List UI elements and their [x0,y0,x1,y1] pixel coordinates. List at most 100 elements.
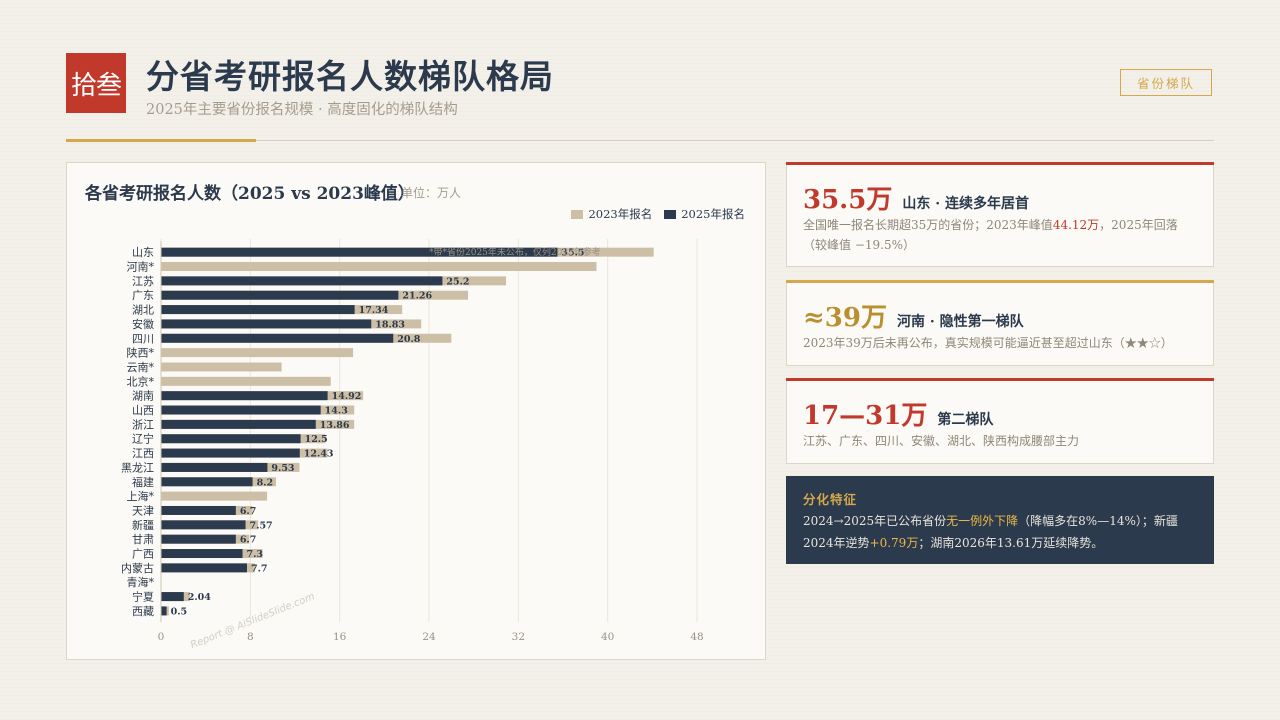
card-desc-text: 全国唯一报名长期超35万的省份；2023年峰值 [803,218,1053,232]
bar-2025 [161,448,300,458]
card-big-number: 17—31万 [803,401,928,431]
data-label: 20.8 [397,334,421,345]
data-label: 0.5 [171,606,188,617]
data-label: 7.57 [250,520,273,531]
data-label: 12.5 [305,434,328,445]
data-label: 8.2 [257,477,274,488]
y-tick-label: 青海* [127,575,155,589]
feature-highlight-2: +0.79万 [869,536,919,550]
page-title: 分省考研报名人数梯队格局 [146,57,554,96]
card-description: 全国唯一报名长期超35万的省份；2023年峰值44.12万，2025年回落（较峰… [803,215,1197,255]
data-label: 14.3 [325,406,348,417]
y-tick-label: 新疆 [132,518,154,532]
data-label: 9.53 [271,463,294,474]
data-label: 12.43 [304,449,334,460]
x-tick-label: 48 [690,631,703,643]
data-label: 6.7 [240,535,257,546]
card-desc-text-2: ，2025年回落（较峰值 −19.5%） [803,218,1178,252]
bar-2025 [161,434,301,444]
y-tick-label: 西藏 [132,605,154,618]
card-desc-highlight: 44.12万 [1052,218,1100,232]
card-second-tier: 17—31万 第二梯队 江苏、广东、四川、安徽、湖北、陕西构成腰部主力 [786,378,1214,464]
card-henan: ≈39万 河南 · 隐性第一梯队 2023年39万后未再公布，真实规模可能逼近甚… [786,280,1214,366]
bar-2025 [161,419,316,429]
y-tick-label: 广东 [132,289,154,302]
bar-2025 [161,405,321,415]
card-label: 山东 · 连续多年居首 [902,196,1029,212]
y-tick-label: 安徽 [132,317,154,331]
y-tick-label: 陕西* [127,346,155,360]
chart-unit: 单位：万人 [401,186,462,200]
bar-2025 [161,534,236,544]
y-tick-label: 四川 [132,332,154,345]
chart-note: *带*省份2025年未公布，仅列2023年参考 [429,246,601,258]
card-accent-bar [786,280,1214,283]
y-tick-label: 湖北 [132,304,154,317]
y-tick-label: 江苏 [132,275,154,288]
bar-2023 [161,491,268,501]
x-tick-label: 24 [422,631,436,643]
x-tick-label: 40 [601,631,614,643]
bar-chart: 0 8 16 24 32 40 48 山东 35.5 河南*江苏 25.2 广东 21.26 湖北 17.3… [121,239,704,643]
data-label: 6.7 [240,506,257,517]
bar-2023 [161,362,282,372]
legend-swatch-2025 [664,209,677,219]
card-label: 第二梯队 [937,412,994,428]
chart-legend: 2023年报名 2025年报名 [571,206,745,222]
bar-2025 [161,333,394,343]
bar-2025 [161,606,167,616]
bar-2025 [161,290,399,300]
page-subtitle: 2025年主要省份报名规模 · 高度固化的梯队结构 [146,102,458,118]
legend-item-2023: 2023年报名 [571,206,652,222]
bar-2025 [161,505,236,515]
card-shandong: 35.5万 山东 · 连续多年居首 全国唯一报名长期超35万的省份；2023年峰… [786,162,1214,267]
y-tick-label: 甘肃 [132,533,154,546]
y-tick-label: 北京* [127,374,155,388]
x-tick-label: 16 [333,631,347,643]
card-big-number: 35.5万 [803,185,893,215]
legend-label-2025: 2025年报名 [681,207,745,221]
y-tick-label: 湖南 [132,390,154,403]
data-label: 7.7 [251,563,268,574]
card-description: 江苏、广东、四川、安徽、湖北、陕西构成腰部主力 [803,434,1080,448]
data-label: 17.34 [359,305,389,316]
y-tick-label: 上海* [127,489,155,503]
section-number-badge: 拾叁 [66,53,126,113]
feature-description: 2024→2025年已公布省份无一例外下降（降幅多在8%—14%）；新疆2024… [803,510,1200,554]
card-accent-bar [786,378,1214,381]
feature-panel: 分化特征 2024→2025年已公布省份无一例外下降（降幅多在8%—14%）；新… [786,476,1214,564]
data-label: 25.2 [446,276,469,287]
y-tick-label: 河南* [127,261,155,274]
data-label: 18.83 [375,319,405,330]
bar-2025 [161,305,355,315]
card-label: 河南 · 隐性第一梯队 [896,314,1024,330]
feature-text-3: ；湖南2026年13.61万延续降势。 [918,536,1104,550]
y-tick-label: 浙江 [132,418,154,431]
y-tick-label: 黑龙江 [121,461,154,474]
data-label: 21.26 [402,291,432,302]
feature-highlight-1: 无一例外下降 [946,514,1019,528]
x-tick-label: 8 [247,631,254,643]
y-tick-label: 辽宁 [132,432,154,446]
bar-2023 [161,376,331,386]
bar-2025 [161,477,253,487]
data-label: 2.04 [188,592,212,603]
bar-2023 [161,348,354,358]
header-divider-accent [66,139,256,142]
section-tag: 省份梯队 [1120,69,1212,96]
card-description: 2023年39万后未再公布，真实规模可能逼近甚至超过山东（★★☆） [803,336,1173,350]
data-label: 13.86 [320,420,350,431]
bar-2025 [161,391,328,401]
y-tick-label: 宁夏 [132,590,154,604]
feature-text-1: 2024→2025年已公布省份 [803,514,947,528]
y-tick-label: 天津 [132,504,154,517]
data-label: 14.92 [332,391,362,402]
bar-2025 [161,592,184,602]
bar-2025 [161,276,443,286]
y-tick-label: 山东 [132,246,154,259]
card-big-number: ≈39万 [803,303,887,333]
header-divider [66,140,1214,141]
bar-2023 [161,262,597,272]
card-accent-bar [786,162,1214,165]
y-tick-label: 江西 [132,447,154,460]
